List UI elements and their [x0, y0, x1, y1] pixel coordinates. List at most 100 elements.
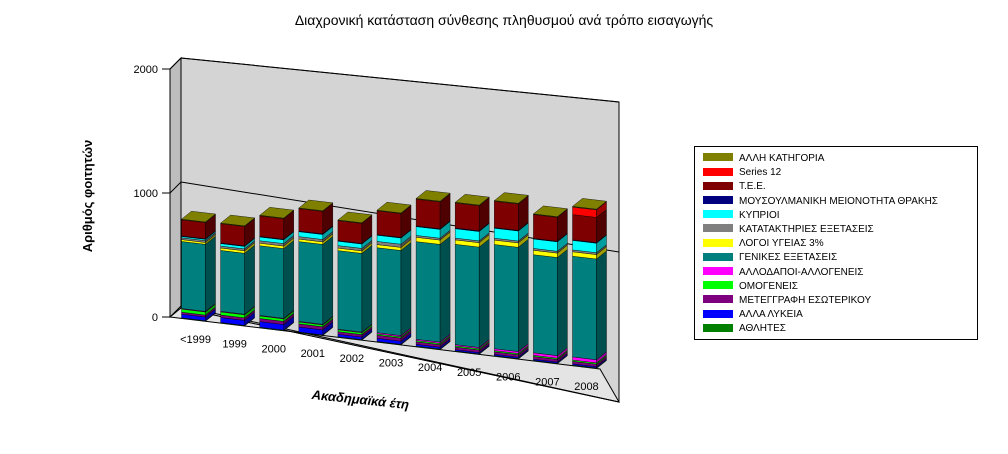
gridline: [180, 305, 620, 403]
x-tick-label: 2007: [535, 376, 559, 388]
bar-segment: [220, 223, 245, 247]
x-axis-label: Ακαδημαϊκά έτη: [310, 387, 410, 412]
bar-segment: [181, 241, 206, 312]
bar-top: [532, 205, 568, 217]
bar-segment-side: [479, 238, 490, 348]
bar-top: [415, 190, 451, 202]
bar-segment: [220, 250, 245, 315]
legend-swatch: [703, 181, 733, 190]
legend-label: ΑΘΛΗΤΕΣ: [739, 323, 786, 335]
legend-label: ΓΕΝΙΚΕΣ ΕΞΕΤΑΣΕΙΣ: [739, 252, 838, 264]
legend-item: ΜΕΤΕΓΓΡΑΦΗ ΕΣΩΤΕΡΙΚΟΥ: [703, 294, 871, 308]
bar-top: [298, 199, 334, 212]
legend-item: ΜΟΥΣΟΥΛΜΑΝΙΚΗ ΜΕΙΟΝΟΤΗΤΑ ΘΡΑΚΗΣ: [703, 195, 938, 209]
x-tick-label: 2003: [379, 357, 403, 369]
gridline-side: [169, 305, 182, 318]
legend-label: Series 12: [739, 167, 782, 179]
bar-segment: [376, 247, 402, 336]
bar-segment: [181, 219, 206, 239]
bar-segment-side: [439, 235, 451, 343]
bar-segment: [337, 250, 363, 333]
legend-item: ΑΛΛΗ ΚΑΤΗΓΟΡΙΑ: [703, 152, 824, 166]
bar-segment: [298, 208, 323, 235]
legend-label: ΚΑΤΑΤΑΚΤΗΡΙΕΣ ΕΞΕΤΑΣΕΙΣ: [739, 224, 874, 235]
legend-item: ΛΟΓΟΙ ΥΓΕΙΑΣ 3%: [703, 237, 824, 251]
chart-title: Διαχρονική κατάσταση σύνθεσης πληθυσμού …: [294, 12, 714, 28]
bar-segment: [494, 200, 519, 231]
y-tick-label: 0: [152, 312, 158, 324]
bar-segment: [533, 214, 558, 242]
bar-segment: [415, 241, 441, 343]
bar-top: [259, 207, 295, 219]
legend-swatch: [703, 167, 733, 176]
x-tick-label: <1999: [180, 334, 211, 346]
legend-swatch: [703, 224, 733, 233]
legend-label: ΟΜΟΓΕΝΕΙΣ: [739, 280, 798, 292]
legend-label: Τ.Ε.Ε.: [739, 181, 766, 193]
x-tick-label: 2006: [496, 372, 520, 384]
bar-top: [220, 214, 256, 227]
legend-label: ΑΛΛΗ ΚΑΤΗΓΟΡΙΑ: [739, 153, 825, 164]
bar-segment-side: [518, 238, 529, 353]
y-tick-label: 1000: [134, 188, 158, 200]
x-tick-label: 2000: [261, 343, 285, 355]
legend-item: ΚΥΠΡΙΟΙ: [703, 209, 780, 223]
bar-segment-side: [557, 249, 568, 357]
bar-top: [493, 192, 529, 204]
legend-label: ΚΥΠΡΙΟΙ: [739, 209, 780, 221]
legend-swatch: [703, 195, 733, 204]
x-tick-label: 2008: [574, 381, 598, 393]
bar-segment-side: [596, 250, 607, 361]
legend-label: ΜΕΤΕΓΓΡΑΦΗ ΕΣΩΤΕΡΙΚΟΥ: [739, 295, 872, 306]
gridline-side: [169, 57, 182, 70]
chart-legend: ΑΛΛΗ ΚΑΤΗΓΟΡΙΑ Series 12 Τ.Ε.Ε. ΜΟΥΣΟΥΛΜΑΝΙ…: [694, 146, 978, 340]
bar-segment-side: [400, 242, 412, 337]
bar-segment: [259, 245, 284, 319]
bar-top: [572, 198, 607, 210]
legend-swatch: [703, 252, 733, 261]
bar-segment: [572, 214, 597, 243]
y-axis-label: Αριθμός φοιτητών: [80, 140, 95, 253]
bar-segment: [259, 215, 284, 240]
legend-swatch: [703, 281, 733, 290]
legend-swatch: [703, 309, 733, 318]
legend-label: ΑΛΛΟΔΑΠΟΙ-ΑΛΛΟΓΕΝΕΙΣ: [739, 266, 864, 278]
legend-swatch: [703, 153, 733, 162]
bar-segment: [337, 220, 363, 244]
y-tick-label: 2000: [134, 64, 158, 76]
legend-item: ΑΘΛΗΤΕΣ: [703, 322, 786, 336]
bar-segment: [572, 255, 597, 361]
bar-segment-side: [283, 240, 294, 319]
x-tick-label: 2005: [457, 367, 481, 379]
legend-swatch: [703, 210, 733, 219]
x-tick-label: 2004: [418, 362, 442, 374]
legend-swatch: [703, 266, 733, 275]
legend-swatch: [703, 238, 733, 247]
legend-item: ΓΕΝΙΚΕΣ ΕΞΕΤΑΣΕΙΣ: [703, 251, 837, 265]
x-tick-label: 1999: [222, 339, 246, 351]
bar-segment: [533, 254, 558, 356]
legend-swatch: [703, 295, 733, 304]
bar-segment: [455, 202, 480, 232]
bar-segment: [494, 244, 519, 352]
legend-item: ΟΜΟΓΕΝΕΙΣ: [703, 280, 798, 294]
bar-segment: [415, 198, 441, 230]
gridline: [180, 57, 620, 103]
legend-item: ΚΑΤΑΤΑΚΤΗΡΙΕΣ ΕΞΕΤΑΣΕΙΣ: [703, 223, 874, 237]
legend-label: ΛΟΓΟΙ ΥΓΕΙΑΣ 3%: [739, 238, 824, 250]
bar-segment-side: [244, 244, 255, 315]
bar-segment-side: [361, 244, 373, 333]
legend-label: ΜΟΥΣΟΥΛΜΑΝΙΚΗ ΜΕΙΟΝΟΤΗΤΑ ΘΡΑΚΗΣ: [739, 195, 938, 207]
legend-swatch: [703, 323, 733, 332]
bar-segment: [376, 210, 402, 238]
x-tick-label: 2001: [301, 348, 325, 360]
gridline-side: [169, 181, 182, 194]
bar-top: [337, 211, 373, 224]
bar-top: [454, 194, 490, 206]
bar-segment-side: [322, 235, 333, 325]
legend-item: ΑΛΛΑ ΛΥΚΕΙΑ: [703, 308, 803, 322]
bar-segment: [298, 241, 323, 325]
legend-item: Series 12: [703, 166, 781, 180]
bar-top: [376, 201, 412, 214]
